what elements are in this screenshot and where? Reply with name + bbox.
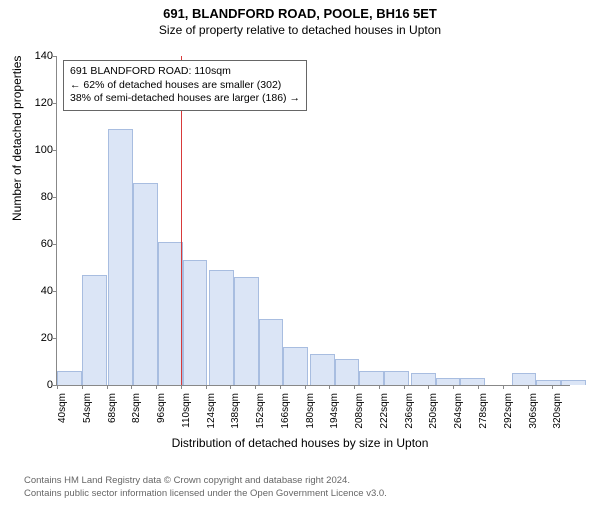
y-tick-label: 20 (27, 332, 53, 344)
y-tick-label: 40 (27, 285, 53, 297)
x-tick-mark (230, 385, 231, 389)
histogram-bar (384, 371, 409, 385)
y-tick-mark (53, 291, 57, 292)
y-tick-label: 80 (27, 191, 53, 203)
y-tick-label: 0 (27, 379, 53, 391)
histogram-bar (108, 129, 133, 385)
y-axis-label: Number of detached properties (10, 56, 24, 221)
y-tick-mark (53, 338, 57, 339)
x-tick-mark (552, 385, 553, 389)
page-title: 691, BLANDFORD ROAD, POOLE, BH16 5ET (0, 6, 600, 21)
x-tick-mark (82, 385, 83, 389)
page-subtitle: Size of property relative to detached ho… (0, 23, 600, 37)
histogram-bar (259, 319, 284, 385)
histogram-bar (436, 378, 461, 385)
chart-area: 02040608010012014040sqm54sqm68sqm82sqm96… (56, 56, 570, 426)
footer-line: Contains public sector information licen… (24, 488, 387, 500)
info-box: 691 BLANDFORD ROAD: 110sqm← 62% of detac… (63, 60, 307, 111)
x-tick-mark (428, 385, 429, 389)
x-tick-mark (379, 385, 380, 389)
x-tick-mark (255, 385, 256, 389)
footer-line: Contains HM Land Registry data © Crown c… (24, 475, 387, 487)
histogram-bar (359, 371, 384, 385)
histogram-plot: 02040608010012014040sqm54sqm68sqm82sqm96… (56, 56, 570, 386)
info-box-line: ← 62% of detached houses are smaller (30… (70, 79, 300, 93)
x-tick-mark (354, 385, 355, 389)
histogram-bar (158, 242, 183, 385)
x-tick-mark (131, 385, 132, 389)
histogram-bar (82, 275, 107, 385)
y-tick-mark (53, 244, 57, 245)
y-tick-mark (53, 56, 57, 57)
histogram-bar (335, 359, 360, 385)
histogram-bar (133, 183, 158, 385)
info-box-line: 38% of semi-detached houses are larger (… (70, 92, 300, 106)
y-tick-label: 140 (27, 50, 53, 62)
histogram-bar (209, 270, 234, 385)
x-tick-mark (305, 385, 306, 389)
histogram-bar (561, 380, 586, 385)
x-tick-mark (329, 385, 330, 389)
info-box-line: 691 BLANDFORD ROAD: 110sqm (70, 65, 300, 79)
x-tick-mark (503, 385, 504, 389)
histogram-bar (310, 354, 335, 385)
x-tick-mark (107, 385, 108, 389)
histogram-bar (512, 373, 537, 385)
x-tick-mark (156, 385, 157, 389)
histogram-bar (234, 277, 259, 385)
x-axis-label: Distribution of detached houses by size … (0, 436, 600, 450)
x-tick-mark (478, 385, 479, 389)
x-tick-mark (528, 385, 529, 389)
x-tick-mark (404, 385, 405, 389)
y-tick-mark (53, 150, 57, 151)
x-tick-mark (181, 385, 182, 389)
histogram-bar (57, 371, 82, 385)
x-tick-mark (280, 385, 281, 389)
histogram-bar (536, 380, 561, 385)
footer-attribution: Contains HM Land Registry data © Crown c… (24, 475, 387, 500)
y-tick-label: 60 (27, 238, 53, 250)
histogram-bar (183, 260, 208, 385)
histogram-bar (460, 378, 485, 385)
y-tick-label: 120 (27, 97, 53, 109)
y-tick-mark (53, 197, 57, 198)
x-tick-mark (57, 385, 58, 389)
x-tick-mark (206, 385, 207, 389)
y-tick-label: 100 (27, 144, 53, 156)
histogram-bar (411, 373, 436, 385)
x-tick-mark (453, 385, 454, 389)
histogram-bar (283, 347, 308, 385)
y-tick-mark (53, 103, 57, 104)
